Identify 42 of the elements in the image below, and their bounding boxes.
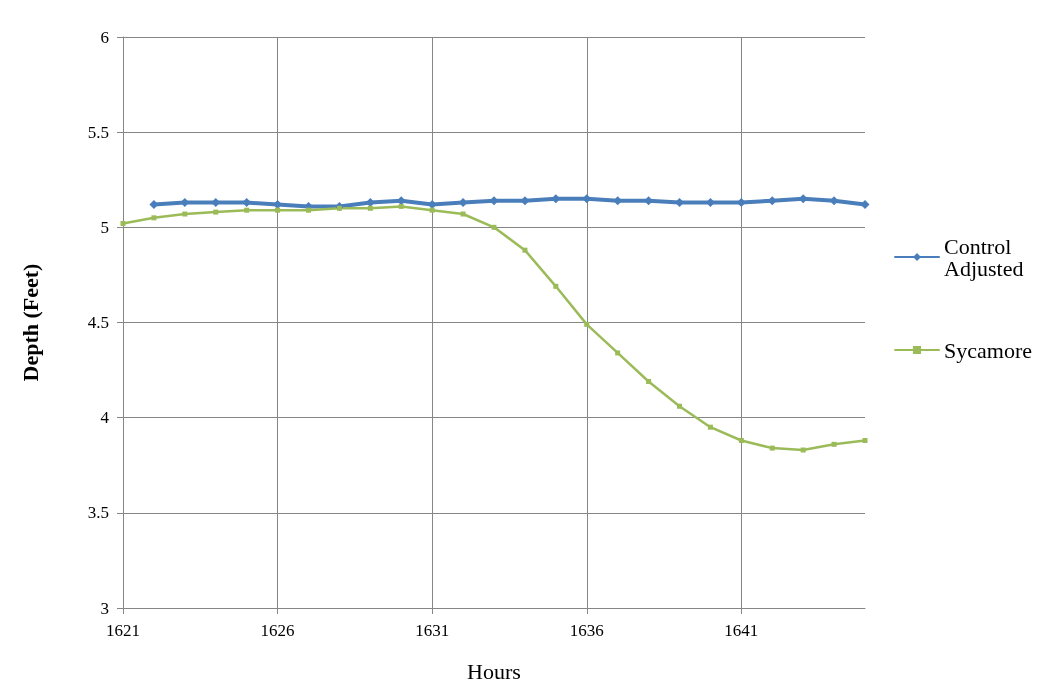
legend-label: Sycamore bbox=[944, 337, 1032, 363]
point bbox=[646, 379, 652, 384]
point bbox=[244, 207, 250, 213]
point bbox=[800, 447, 806, 453]
x-tick-label: 1631 bbox=[415, 621, 450, 640]
y-tick-label: 4 bbox=[100, 408, 110, 428]
point bbox=[677, 403, 682, 409]
y-tick-label: 6 bbox=[100, 27, 109, 47]
point bbox=[831, 441, 837, 447]
point bbox=[460, 211, 466, 217]
point bbox=[151, 215, 157, 221]
point bbox=[275, 207, 281, 213]
point bbox=[213, 209, 219, 215]
y-tick-label: 5 bbox=[100, 217, 109, 237]
point bbox=[306, 207, 311, 213]
point bbox=[120, 221, 126, 227]
point bbox=[584, 321, 590, 327]
point bbox=[522, 247, 528, 253]
legend-label: Control Adjusted bbox=[944, 233, 1024, 281]
y-tick-label: 3.5 bbox=[87, 503, 109, 523]
point bbox=[182, 211, 188, 217]
point bbox=[615, 350, 621, 356]
point bbox=[738, 438, 744, 444]
x-tick-label: 1641 bbox=[724, 621, 759, 640]
x-tick-label: 1621 bbox=[106, 621, 140, 640]
point bbox=[398, 203, 404, 209]
x-tick-label: 1626 bbox=[260, 621, 295, 640]
x-axis-title: Hours bbox=[467, 658, 521, 684]
point bbox=[862, 438, 868, 444]
y-tick-label: 5.5 bbox=[87, 122, 109, 142]
point bbox=[769, 445, 775, 451]
point bbox=[707, 424, 713, 430]
x-tick-label: 1636 bbox=[569, 621, 604, 640]
point bbox=[429, 207, 435, 213]
y-axis-title: Depth (Feet) bbox=[17, 263, 43, 382]
point bbox=[367, 205, 373, 211]
point bbox=[336, 205, 342, 211]
y-tick-label: 3 bbox=[100, 598, 109, 618]
point bbox=[491, 224, 497, 230]
y-tick-label: 4.5 bbox=[87, 313, 109, 332]
point bbox=[675, 198, 684, 208]
point bbox=[553, 283, 559, 289]
